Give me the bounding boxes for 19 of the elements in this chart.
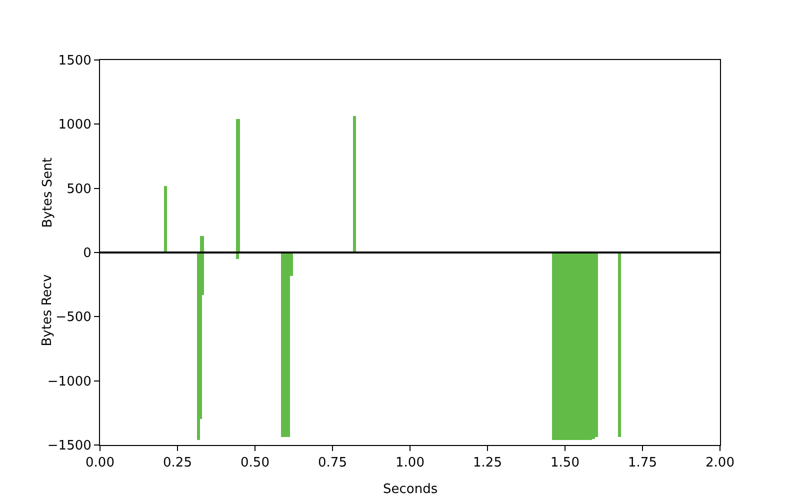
y-tick-label: 0 <box>83 246 92 262</box>
y-tick-label: −500 <box>56 310 92 326</box>
x-tick-label: 0.25 <box>163 456 192 471</box>
x-tick-label: 0.50 <box>240 456 270 471</box>
x-tick-label: 0.00 <box>86 456 114 471</box>
y-tick-label: 1000 <box>58 118 92 133</box>
x-tick-label: 1.25 <box>473 456 502 471</box>
x-tick-label: 1.75 <box>628 456 657 471</box>
y-axis-title: Bytes Sent <box>40 158 56 228</box>
x-tick-label: 0.75 <box>318 456 347 471</box>
text: Bytes Recv <box>40 274 55 346</box>
x-tick-label: 2.00 <box>706 456 734 471</box>
x-tick-label: 1.50 <box>550 456 580 471</box>
y-tick-label: −1500 <box>47 438 92 454</box>
y-tick-label: −1000 <box>47 374 92 390</box>
y-tick-label: 1500 <box>58 54 92 69</box>
x-tick-label: 1.00 <box>396 456 424 471</box>
y-tick-label: 500 <box>66 182 92 197</box>
x-axis-title: Seconds <box>383 482 438 497</box>
